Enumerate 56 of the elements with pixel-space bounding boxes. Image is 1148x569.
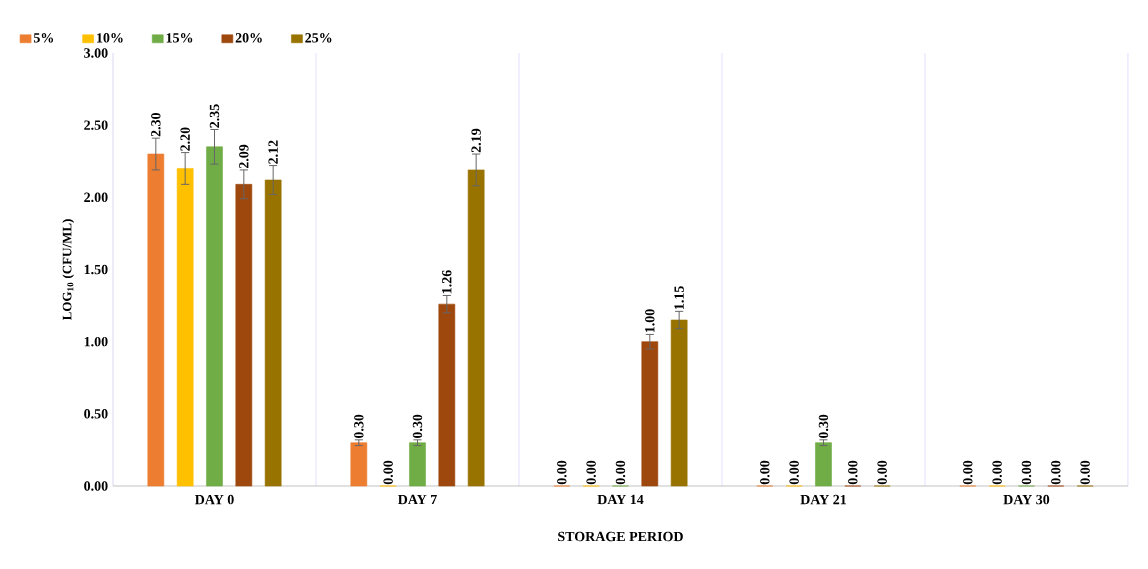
bar [641, 341, 659, 487]
data-label: 1.15 [674, 286, 684, 310]
data-label: 0.00 [1021, 460, 1032, 485]
data-label: 0.00 [789, 460, 799, 485]
x-tick-label: DAY 14 [597, 494, 644, 505]
data-label: 0.00 [383, 460, 393, 485]
x-tick-label: DAY 0 [194, 494, 234, 505]
legend-label: 25% [305, 33, 332, 43]
x-tick-label: DAY 7 [397, 494, 437, 505]
data-label: 0.30 [818, 414, 829, 439]
data-label: 0.30 [412, 414, 423, 439]
legend-label: 5% [33, 33, 54, 43]
data-label: 2.35 [209, 104, 220, 128]
data-label: 0.00 [615, 460, 626, 485]
bar [467, 169, 485, 487]
legend-label: 15% [166, 33, 193, 43]
y-axis-title: LOG$_{10}$ (CFU/ML) [62, 219, 75, 321]
data-label: 0.00 [848, 460, 858, 485]
bar [235, 184, 253, 487]
bar [350, 442, 368, 487]
data-label: 0.00 [760, 460, 770, 485]
bar [176, 168, 194, 487]
data-label: 2.12 [268, 140, 278, 164]
legend-label: 20% [235, 33, 262, 43]
y-tick-label: 2.00 [84, 192, 108, 203]
data-label: 2.19 [471, 128, 481, 153]
bar [670, 319, 688, 487]
bar [409, 442, 426, 487]
bar [264, 179, 282, 487]
y-tick-label: 2.50 [84, 120, 108, 130]
bar [206, 146, 223, 487]
y-tick-label: 0.00 [84, 481, 108, 491]
data-label: 0.30 [354, 414, 364, 439]
data-label: 0.00 [992, 460, 1002, 485]
data-label: 2.09 [239, 144, 249, 169]
x-axis-title: STORAGE PERIOD [558, 531, 683, 542]
bar [438, 303, 456, 487]
data-label: 1.00 [645, 309, 655, 333]
legend-label: 10% [97, 33, 123, 43]
y-tick-label: 3.00 [84, 48, 108, 58]
data-label: 0.00 [877, 460, 887, 485]
bar [815, 442, 832, 487]
data-label: 0.00 [1080, 460, 1090, 485]
data-label: 0.00 [557, 460, 567, 485]
y-tick-label: 0.50 [84, 409, 108, 419]
x-tick-label: DAY 21 [800, 494, 847, 505]
data-label: 2.30 [151, 112, 161, 137]
data-label: 0.00 [963, 460, 973, 485]
data-label: 0.00 [586, 460, 596, 485]
y-tick-label: 1.00 [84, 336, 108, 347]
y-tick-label: 1.50 [84, 264, 108, 275]
data-label: 1.26 [442, 270, 452, 294]
data-label: 0.00 [1051, 460, 1061, 485]
x-tick-label: DAY 30 [1003, 494, 1050, 505]
data-label: 2.20 [180, 127, 190, 151]
bar [147, 153, 165, 487]
